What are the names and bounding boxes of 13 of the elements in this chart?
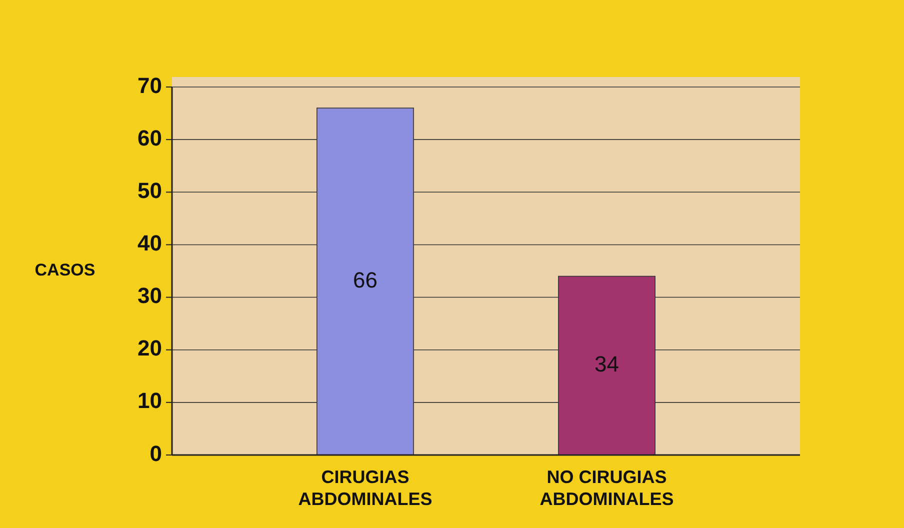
data-label: 34 (594, 351, 620, 376)
x-tick-label: CIRUGIAS ABDOMINALES (298, 467, 432, 509)
y-tick-label: 40 (138, 230, 162, 256)
y-tick-label: 30 (138, 283, 162, 308)
data-label: 66 (352, 267, 378, 292)
y-tick-label: 70 (138, 72, 162, 98)
x-tick-label: NO CIRUGIAS ABDOMINALES (540, 467, 674, 509)
y-tick-label: 50 (138, 178, 162, 203)
y-tick-label: 60 (138, 125, 162, 150)
y-tick-label: 0 (150, 440, 162, 466)
y-tick-label: 20 (138, 336, 162, 361)
y-tick-label: 10 (138, 388, 162, 414)
y-axis-title: CASOS (34, 260, 96, 280)
